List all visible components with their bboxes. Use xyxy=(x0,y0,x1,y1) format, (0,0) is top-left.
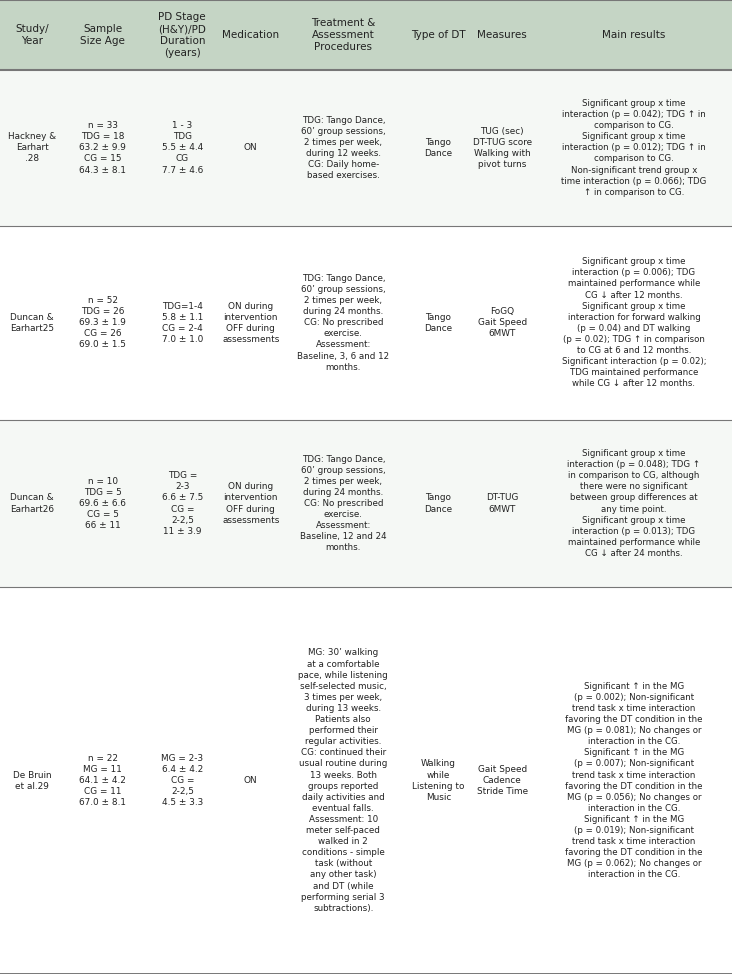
Text: MG: 30’ walking
at a comfortable
pace, while listening
self-selected music,
3 ti: MG: 30’ walking at a comfortable pace, w… xyxy=(299,649,388,913)
Text: Measures: Measures xyxy=(477,30,527,40)
Text: Significant group x time
interaction (p = 0.042); TDG ↑ in
comparison to CG.
Sig: Significant group x time interaction (p … xyxy=(561,99,706,197)
Text: n = 10
TDG = 5
69.6 ± 6.6
CG = 5
66 ± 11: n = 10 TDG = 5 69.6 ± 6.6 CG = 5 66 ± 11 xyxy=(79,477,127,530)
Text: Tango
Dance: Tango Dance xyxy=(425,137,452,158)
Text: Main results: Main results xyxy=(602,30,665,40)
Text: Study/
Year: Study/ Year xyxy=(15,24,49,46)
Text: Treatment &
Assessment
Procedures: Treatment & Assessment Procedures xyxy=(311,19,376,52)
Text: FoGQ
Gait Speed
6MWT: FoGQ Gait Speed 6MWT xyxy=(477,307,527,338)
Bar xyxy=(0,587,732,974)
Text: MG = 2-3
6.4 ± 4.2
CG =
2-2,5
4.5 ± 3.3: MG = 2-3 6.4 ± 4.2 CG = 2-2,5 4.5 ± 3.3 xyxy=(161,754,203,807)
Bar xyxy=(0,226,732,420)
Text: Significant ↑ in the MG
(p = 0.002); Non-significant
trend task x time interacti: Significant ↑ in the MG (p = 0.002); Non… xyxy=(565,682,703,880)
Text: Walking
while
Listening to
Music: Walking while Listening to Music xyxy=(412,760,465,802)
Text: De Bruin
et al.29: De Bruin et al.29 xyxy=(13,770,51,791)
Text: Hackney &
Earhart
.28: Hackney & Earhart .28 xyxy=(8,132,56,164)
Text: Significant group x time
interaction (p = 0.006); TDG
maintained performance whi: Significant group x time interaction (p … xyxy=(561,257,706,389)
Bar xyxy=(0,70,732,226)
Text: TDG: Tango Dance,
60’ group sessions,
2 times per week,
during 24 months.
CG: No: TDG: Tango Dance, 60’ group sessions, 2 … xyxy=(297,274,389,372)
Text: Sample
Size Age: Sample Size Age xyxy=(81,24,125,46)
Text: ON: ON xyxy=(244,776,258,785)
Text: ON: ON xyxy=(244,143,258,152)
Text: ON during
intervention
OFF during
assessments: ON during intervention OFF during assess… xyxy=(222,482,280,525)
Text: Tango
Dance: Tango Dance xyxy=(425,313,452,333)
Bar xyxy=(0,0,732,70)
Text: n = 52
TDG = 26
69.3 ± 1.9
CG = 26
69.0 ± 1.5: n = 52 TDG = 26 69.3 ± 1.9 CG = 26 69.0 … xyxy=(79,296,127,350)
Text: n = 33
TDG = 18
63.2 ± 9.9
CG = 15
64.3 ± 8.1: n = 33 TDG = 18 63.2 ± 9.9 CG = 15 64.3 … xyxy=(79,121,127,174)
Text: 1 - 3
TDG
5.5 ± 4.4
CG
7.7 ± 4.6: 1 - 3 TDG 5.5 ± 4.4 CG 7.7 ± 4.6 xyxy=(162,121,203,174)
Text: Significant group x time
interaction (p = 0.048); TDG ↑
in comparison to CG, alt: Significant group x time interaction (p … xyxy=(567,449,701,558)
Text: Tango
Dance: Tango Dance xyxy=(425,494,452,513)
Text: ON during
intervention
OFF during
assessments: ON during intervention OFF during assess… xyxy=(222,302,280,344)
Text: TDG: Tango Dance,
60’ group sessions,
2 times per week,
during 24 months.
CG: No: TDG: Tango Dance, 60’ group sessions, 2 … xyxy=(300,455,386,552)
Text: Gait Speed
Cadence
Stride Time: Gait Speed Cadence Stride Time xyxy=(477,765,528,796)
Text: Type of DT: Type of DT xyxy=(411,30,466,40)
Text: TUG (sec)
DT-TUG score
Walking with
pivot turns: TUG (sec) DT-TUG score Walking with pivo… xyxy=(473,127,531,169)
Text: DT-TUG
6MWT: DT-TUG 6MWT xyxy=(486,494,518,513)
Text: TDG=1-4
5.8 ± 1.1
CG = 2-4
7.0 ± 1.0: TDG=1-4 5.8 ± 1.1 CG = 2-4 7.0 ± 1.0 xyxy=(162,302,203,344)
Text: Duncan &
Earhart26: Duncan & Earhart26 xyxy=(10,494,54,513)
Text: TDG =
2-3
6.6 ± 7.5
CG =
2-2,5
11 ± 3.9: TDG = 2-3 6.6 ± 7.5 CG = 2-2,5 11 ± 3.9 xyxy=(162,471,203,536)
Bar xyxy=(0,420,732,587)
Text: Medication: Medication xyxy=(222,30,280,40)
Text: TDG: Tango Dance,
60’ group sessions,
2 times per week,
during 12 weeks.
CG: Dai: TDG: Tango Dance, 60’ group sessions, 2 … xyxy=(301,116,386,180)
Text: PD Stage
(H&Y)/PD
Duration
(years): PD Stage (H&Y)/PD Duration (years) xyxy=(158,12,206,58)
Text: Duncan &
Earhart25: Duncan & Earhart25 xyxy=(10,313,54,333)
Text: n = 22
MG = 11
64.1 ± 4.2
CG = 11
67.0 ± 8.1: n = 22 MG = 11 64.1 ± 4.2 CG = 11 67.0 ±… xyxy=(79,754,127,807)
